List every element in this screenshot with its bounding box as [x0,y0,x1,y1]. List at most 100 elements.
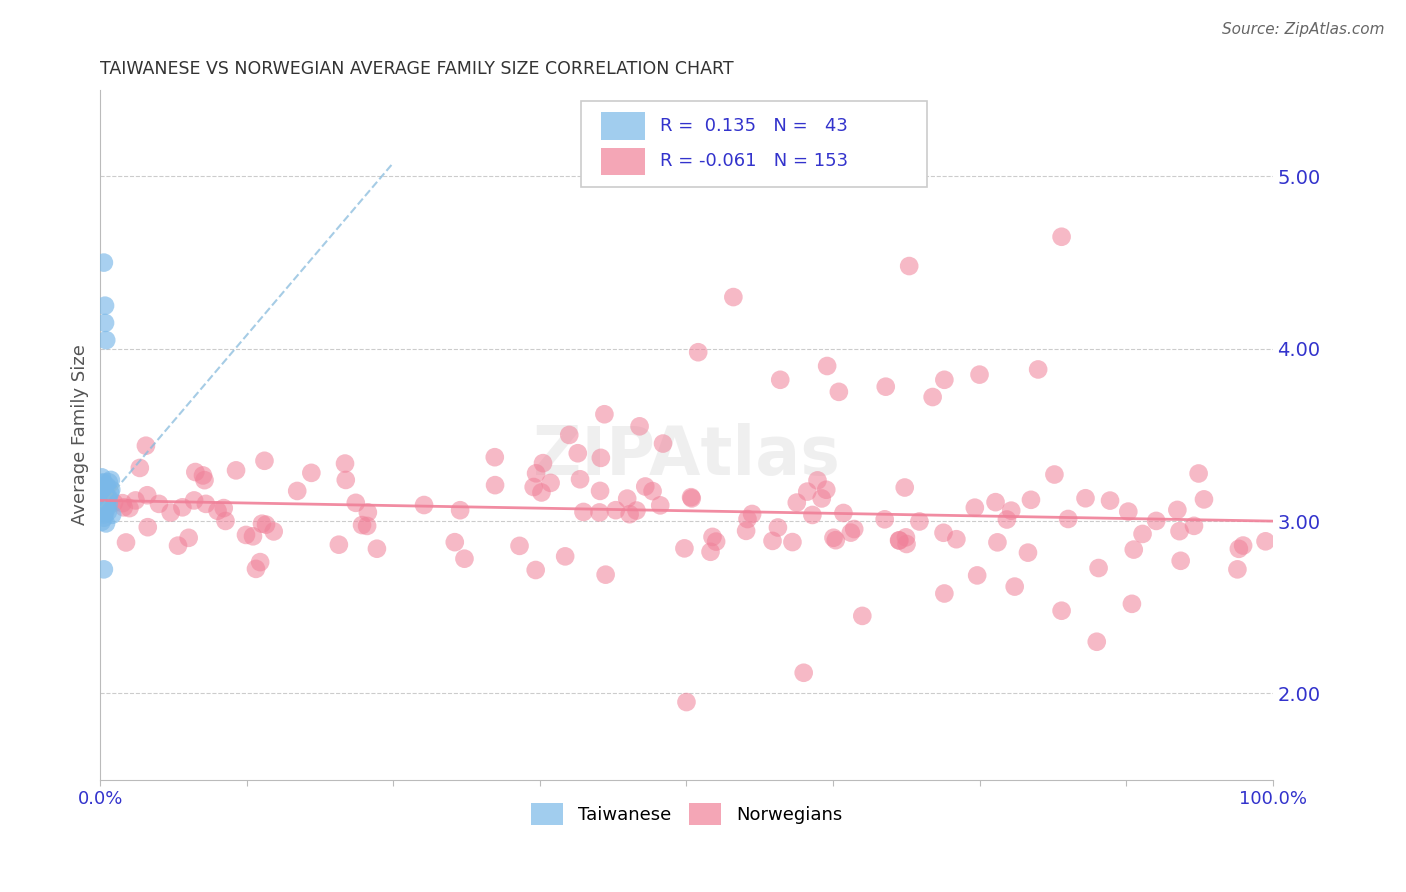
Norwegians [984,495,1007,509]
Norwegians [963,500,986,515]
Taiwanese [100,473,122,487]
Norwegians [921,390,943,404]
Norwegians [523,480,546,494]
Norwegians [887,533,910,548]
Norwegians [741,507,763,521]
Norwegians [352,518,374,533]
Norwegians [1026,362,1049,376]
Norwegians [824,533,846,548]
Norwegians [1043,467,1066,482]
Text: R = -0.061   N = 153: R = -0.061 N = 153 [659,152,848,169]
Norwegians [966,568,988,582]
Norwegians [128,461,150,475]
Norwegians [1192,492,1215,507]
Norwegians [932,525,955,540]
Norwegians [628,419,651,434]
Norwegians [148,497,170,511]
Taiwanese [94,498,117,512]
Norwegians [118,501,141,516]
Norwegians [1099,493,1122,508]
Norwegians [605,503,627,517]
Norwegians [249,555,271,569]
Norwegians [214,514,236,528]
Norwegians [796,484,818,499]
Norwegians [135,439,157,453]
Norwegians [589,483,612,498]
Norwegians [1182,519,1205,533]
Taiwanese [96,500,118,515]
Taiwanese [93,488,115,502]
Norwegians [357,505,380,519]
Taiwanese [90,496,112,510]
Norwegians [191,468,214,483]
Norwegians [823,531,845,545]
Norwegians [449,503,471,517]
Norwegians [593,407,616,421]
Norwegians [793,665,815,680]
Norwegians [616,491,638,506]
Norwegians [896,537,918,551]
Norwegians [1227,541,1250,556]
Norwegians [844,522,866,536]
Norwegians [815,483,838,497]
Text: Source: ZipAtlas.com: Source: ZipAtlas.com [1222,22,1385,37]
Taiwanese [93,496,115,510]
Norwegians [524,563,547,577]
Norwegians [589,450,612,465]
Taiwanese [93,495,115,509]
Norwegians [328,538,350,552]
Norwegians [934,373,956,387]
Norwegians [1144,514,1167,528]
Norwegians [810,491,832,506]
Norwegians [873,512,896,526]
Taiwanese [93,562,115,576]
Norwegians [1226,562,1249,576]
Norwegians [285,483,308,498]
Taiwanese [97,491,120,505]
Norwegians [136,488,159,502]
Norwegians [934,586,956,600]
Taiwanese [90,497,112,511]
Norwegians [806,474,828,488]
Taiwanese [91,484,114,499]
Norwegians [207,504,229,518]
Taiwanese [90,470,112,484]
Norwegians [1232,539,1254,553]
Taiwanese [93,487,115,501]
Norwegians [801,508,824,522]
Norwegians [184,465,207,479]
Norwegians [453,551,475,566]
Norwegians [737,512,759,526]
Norwegians [1087,561,1109,575]
Taiwanese [93,255,115,269]
Norwegians [569,472,592,486]
Norwegians [115,535,138,549]
Norwegians [1019,492,1042,507]
Norwegians [356,519,378,533]
Taiwanese [94,516,117,531]
Norwegians [509,539,531,553]
Norwegians [1004,580,1026,594]
Norwegians [761,533,783,548]
Taiwanese [94,498,117,512]
Norwegians [634,479,657,493]
Taiwanese [90,494,112,508]
Taiwanese [94,316,117,330]
Taiwanese [90,494,112,508]
Norwegians [588,505,610,519]
Norwegians [531,456,554,470]
Taiwanese [98,485,121,500]
Norwegians [595,567,617,582]
Norwegians [699,545,721,559]
Norwegians [673,541,696,556]
Norwegians [1000,503,1022,517]
FancyBboxPatch shape [600,112,645,140]
Norwegians [159,506,181,520]
Taiwanese [96,492,118,507]
Norwegians [786,495,808,509]
Norwegians [333,457,356,471]
Norwegians [1254,534,1277,549]
Taiwanese [100,483,122,497]
Norwegians [263,524,285,539]
Norwegians [875,380,897,394]
